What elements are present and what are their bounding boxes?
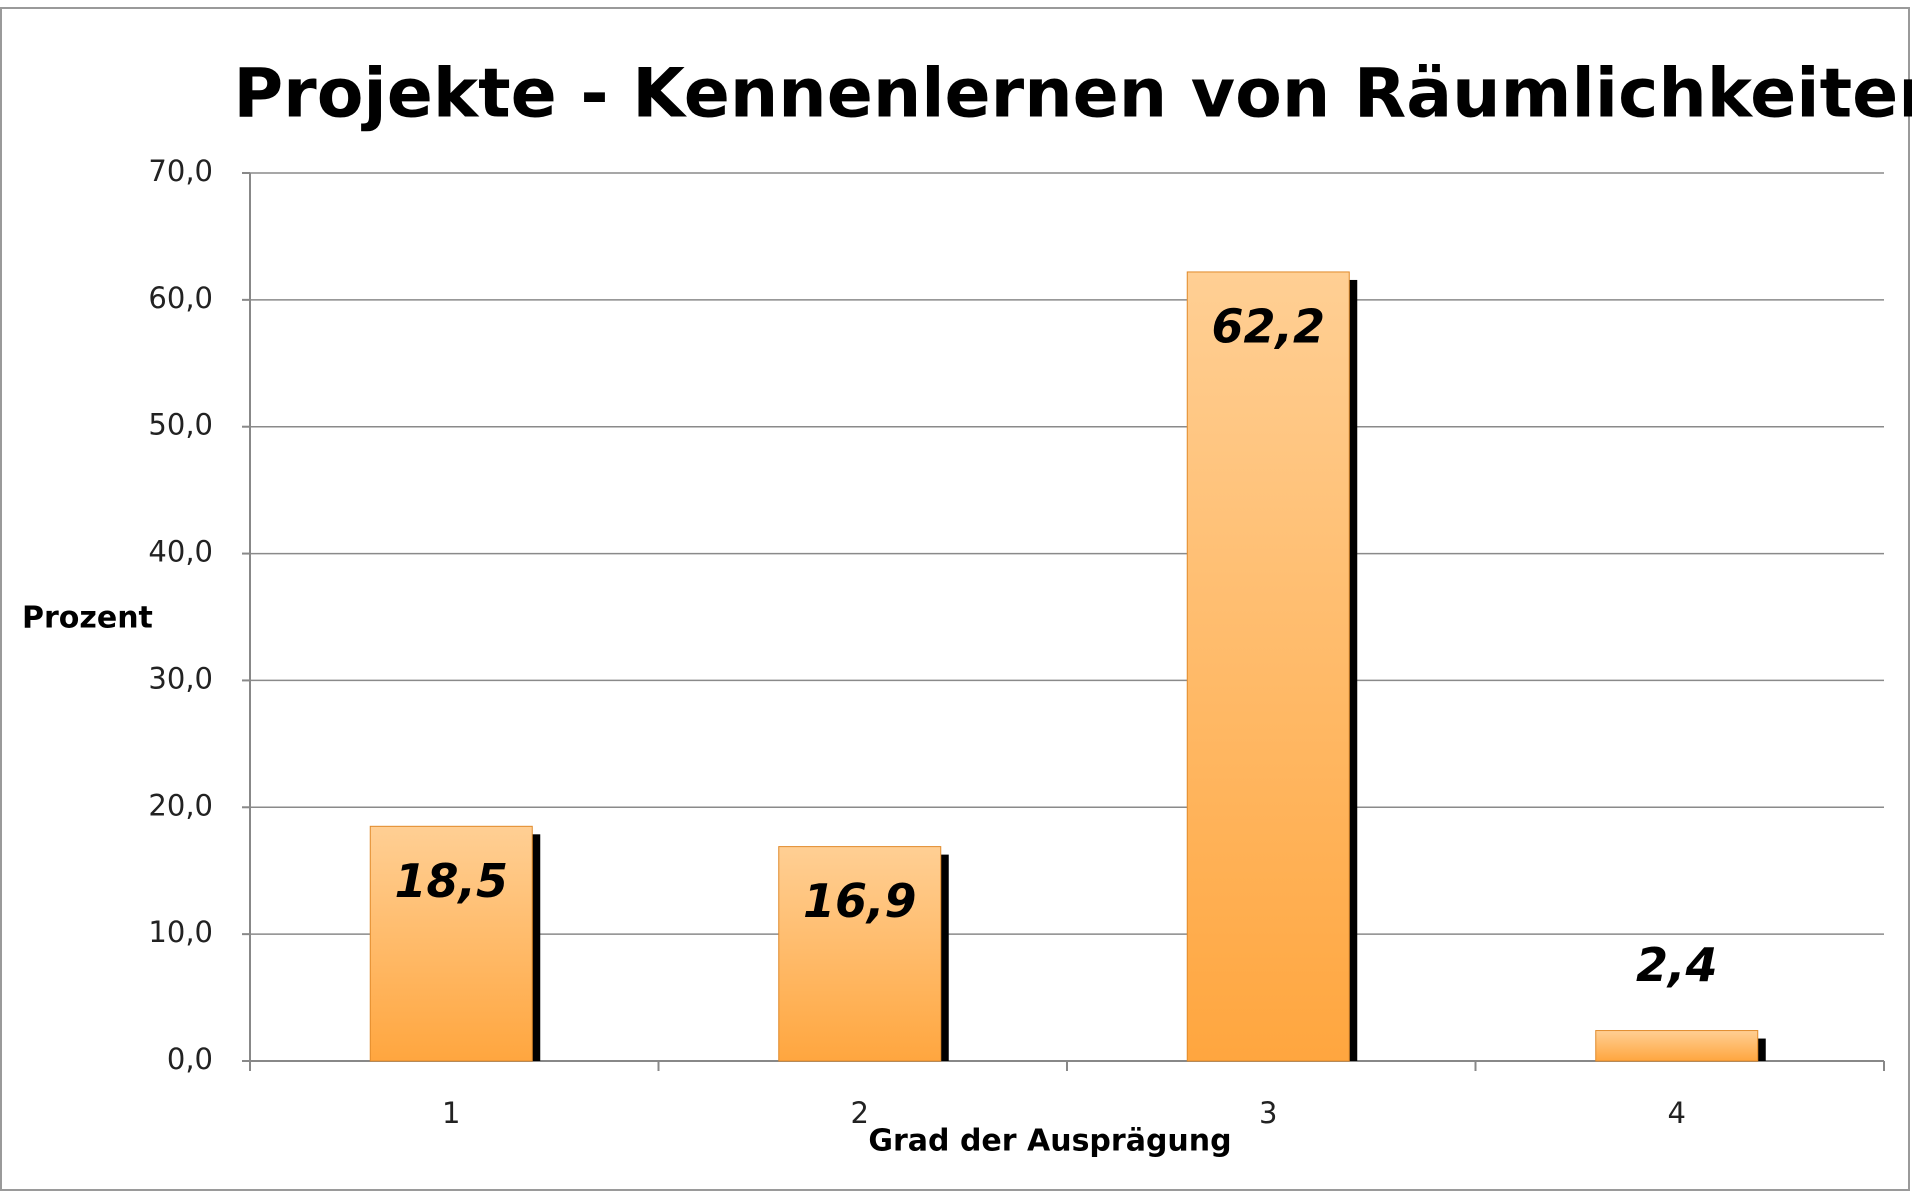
- bar: [369, 825, 533, 1062]
- bar: [1595, 1030, 1759, 1062]
- data-label: 2,4: [1636, 938, 1718, 992]
- chart-title: Projekte - Kennenlernen von Räumlichkeit…: [233, 55, 1912, 134]
- x-tick-label: 2: [851, 1096, 869, 1130]
- data-label: 62,2: [1212, 299, 1326, 353]
- x-tick-label: 3: [1259, 1096, 1277, 1130]
- bar: [778, 846, 942, 1062]
- y-tick-label: 30,0: [148, 661, 213, 695]
- chart-border: [0, 7, 1910, 1191]
- y-tick-label: 40,0: [148, 535, 213, 569]
- y-axis-label: Prozent: [22, 601, 153, 636]
- y-tick-label: 50,0: [148, 408, 213, 442]
- data-label: 18,5: [395, 854, 509, 908]
- y-tick-label: 60,0: [148, 281, 213, 315]
- y-tick-label: 0,0: [167, 1042, 213, 1076]
- y-tick-label: 10,0: [148, 915, 213, 949]
- y-tick-label: 70,0: [148, 154, 213, 188]
- y-tick-label: 20,0: [148, 788, 213, 822]
- data-label: 16,9: [803, 874, 917, 928]
- x-tick-label: 4: [1668, 1096, 1686, 1130]
- x-axis-label: Grad der Ausprägung: [868, 1124, 1231, 1159]
- bar: [1186, 271, 1350, 1062]
- x-tick-label: 1: [442, 1096, 460, 1130]
